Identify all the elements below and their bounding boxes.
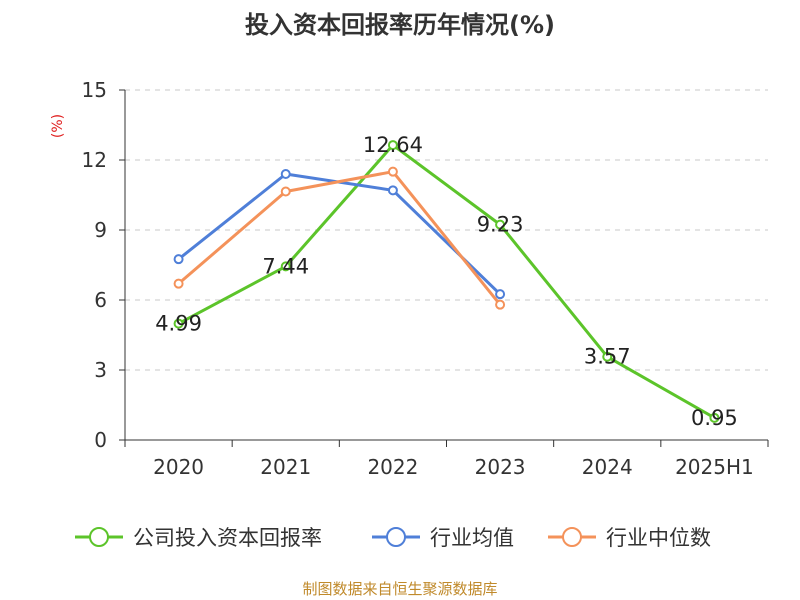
y-tick-label: 0 [94,428,107,452]
grid-lines [125,89,768,371]
y-tick-label: 9 [94,218,107,242]
legend-swatch-marker [562,527,582,547]
data-point [387,166,398,177]
data-point [280,169,291,179]
series-line [177,172,502,296]
legend-swatch-marker [386,527,406,547]
data-point [280,186,291,197]
legend: 公司投入资本回报率 行业均值 行业中位数 [75,526,711,550]
x-tick-label: 2021 [260,455,311,479]
data-point [387,140,398,151]
data-point [387,185,398,196]
legend-item: 公司投入资本回报率 [75,526,322,550]
axes: 0 3 6 9 12 15 2020 2021 2022 2023 2024 2025H1 [82,78,769,479]
data-point [495,289,506,300]
x-tick-label: 2025H1 [675,455,754,479]
data-point [173,254,184,265]
data-label: 12.64 [363,133,423,157]
y-tick-label: 6 [94,288,107,312]
data-point [495,219,506,230]
legend-label: 公司投入资本回报率 [133,526,322,550]
x-tick-label: 2020 [153,455,204,479]
data-label: 9.23 [477,213,524,237]
legend-label: 行业均值 [430,526,514,550]
data-point [602,351,613,362]
data-label: 4.99 [155,312,202,336]
series-line [177,170,502,306]
data-label: 0.95 [691,406,738,430]
data-point [173,278,184,289]
x-tick-label: 2023 [475,455,526,479]
data-point [709,412,720,423]
series-line [177,143,716,420]
legend-swatch-marker [89,527,109,547]
y-tick-label: 15 [82,78,107,102]
y-axis-unit: (%) [50,114,66,138]
y-tick-label: 3 [94,358,107,382]
chart-title: 投入资本回报率历年情况(%) [245,11,555,39]
data-point [495,299,506,310]
legend-item: 行业均值 [372,526,514,550]
source-note: 制图数据来自恒生聚源数据库 [302,580,497,598]
x-tick-label: 2024 [582,455,633,479]
data-label: 7.44 [262,254,309,278]
data-point [280,261,291,272]
series-lines [173,140,720,423]
x-tick-label: 2022 [367,455,418,479]
legend-item: 行业中位数 [548,526,711,550]
y-tick-label: 12 [82,148,107,172]
data-labels: 4.99 7.44 12.64 9.23 3.57 0.95 [155,133,738,430]
legend-label: 行业中位数 [606,526,711,550]
data-point [173,318,184,329]
data-label: 3.57 [584,345,631,369]
